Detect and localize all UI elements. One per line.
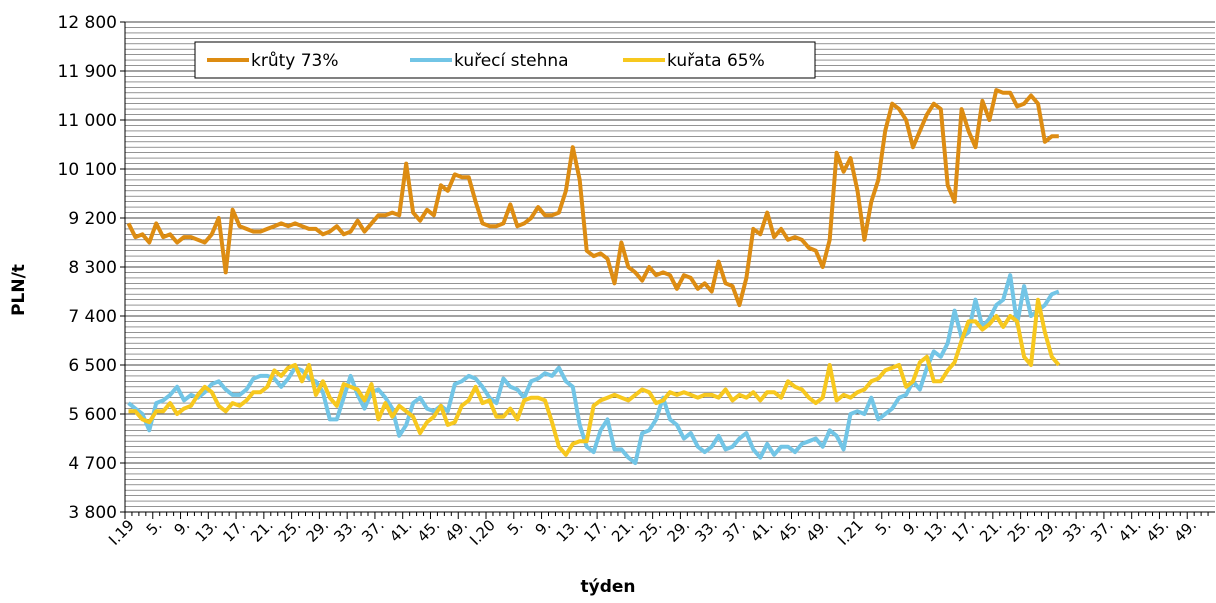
x-tick-label: 37. <box>1087 516 1117 546</box>
x-tick-label: 13. <box>192 516 222 546</box>
x-tick-label: I.21 <box>834 516 867 549</box>
x-tick-label: 33. <box>1059 516 1089 546</box>
x-tick-label: 29. <box>303 516 333 546</box>
legend-box <box>194 41 816 79</box>
series-line <box>127 273 1060 465</box>
x-tick-label: 29. <box>664 516 694 546</box>
x-tick-label: 9. <box>532 516 555 539</box>
series-line <box>126 88 1059 308</box>
legend-label: kuřecí stehna <box>454 51 569 71</box>
x-tick-label: 5. <box>143 516 166 539</box>
x-tick-label: 45. <box>775 516 805 546</box>
y-tick-label: 9 200 <box>68 209 117 229</box>
x-axis-title: týden <box>580 577 635 597</box>
x-tick-label: 9. <box>171 516 194 539</box>
x-tick-label: 45. <box>1143 516 1173 546</box>
y-tick-label: 12 800 <box>58 13 117 33</box>
x-tick-label: 25. <box>275 516 305 546</box>
x-tick-label: 9. <box>900 516 923 539</box>
x-tick-label: 41. <box>1115 516 1145 546</box>
x-tick-label: 17. <box>580 516 610 546</box>
x-tick-label: 21. <box>608 516 638 546</box>
x-tick-label: 41. <box>386 516 416 546</box>
series-line <box>128 297 1061 457</box>
x-tick-label: 49. <box>802 516 832 546</box>
y-tick-label: 3 800 <box>68 503 117 523</box>
legend-label: krůty 73% <box>251 51 339 71</box>
x-tick-label: 25. <box>1004 516 1034 546</box>
x-tick-label: 37. <box>358 516 388 546</box>
y-tick-label: 5 600 <box>68 405 117 425</box>
x-tick-label: 21. <box>247 516 277 546</box>
y-tick-label: 6 500 <box>68 356 117 376</box>
x-tick-label: 17. <box>948 516 978 546</box>
y-tick-label: 8 300 <box>68 258 117 278</box>
y-tick-label: 11 000 <box>58 111 117 131</box>
x-tick-label: 17. <box>219 516 249 546</box>
x-tick-label: I.20 <box>466 516 499 549</box>
x-tick-label: 13. <box>921 516 951 546</box>
x-tick-label: 41. <box>747 516 777 546</box>
x-tick-label: 49. <box>1170 516 1200 546</box>
y-tick-label: 4 700 <box>68 454 117 474</box>
x-tick-label: 37. <box>719 516 749 546</box>
x-tick-label: 45. <box>414 516 444 546</box>
x-tick-label: 49. <box>441 516 471 546</box>
x-tick-label: 33. <box>330 516 360 546</box>
y-axis-title: PLN/t <box>9 264 29 316</box>
y-tick-label: 10 100 <box>58 160 117 180</box>
x-tick-label: 5. <box>504 516 527 539</box>
y-tick-label: 11 900 <box>58 62 117 82</box>
x-tick-label: 13. <box>553 516 583 546</box>
x-tick-label: 29. <box>1032 516 1062 546</box>
x-tick-label: 25. <box>636 516 666 546</box>
y-tick-label: 7 400 <box>68 307 117 327</box>
x-tick-label: 21. <box>976 516 1006 546</box>
legend-label: kuřata 65% <box>667 51 765 71</box>
x-tick-label: 33. <box>691 516 721 546</box>
x-tick-label: 5. <box>872 516 895 539</box>
